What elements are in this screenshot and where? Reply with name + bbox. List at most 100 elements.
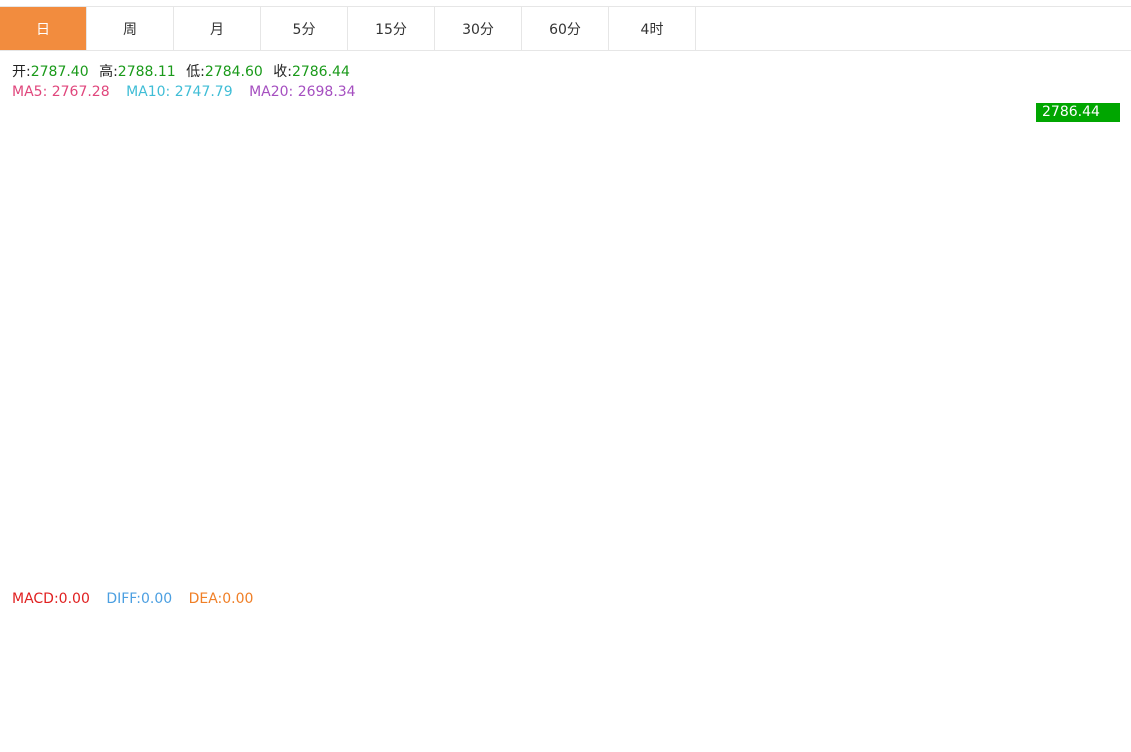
candle-body (132, 458, 144, 479)
candle (87, 490, 99, 510)
tab-5[interactable]: 30分 (435, 7, 522, 50)
candle-body (597, 235, 609, 253)
tab-2[interactable]: 月 (174, 7, 261, 50)
candle (717, 256, 729, 308)
candle-body (147, 468, 159, 479)
candle (237, 402, 249, 441)
diff-line (2, 641, 979, 738)
candle-body (327, 419, 339, 423)
diff-value: DIFF:0.00 (106, 591, 173, 607)
candle (567, 243, 579, 289)
macd-bar (882, 641, 894, 671)
open-value: 2787.40 (30, 64, 89, 80)
candle-body (372, 403, 384, 428)
dea-line (2, 641, 978, 730)
y-tick-label: 2638.60 (1043, 265, 1101, 281)
macd-bar (777, 641, 789, 686)
candle-body (522, 328, 534, 360)
macd-info: MACD:0.00 DIFF:0.00 DEA:0.00 (12, 591, 259, 607)
tab-3[interactable]: 5分 (261, 7, 348, 50)
candle (42, 511, 54, 550)
candle-body (177, 412, 189, 418)
macd-bar (807, 641, 819, 678)
candle-body (237, 408, 249, 440)
macd-bar (12, 641, 24, 648)
candle-body (882, 153, 894, 190)
tab-6[interactable]: 60分 (522, 7, 609, 50)
y-tick-label: 2534.45 (1043, 378, 1101, 394)
macd-bar (312, 641, 324, 647)
tab-4[interactable]: 15分 (348, 7, 435, 50)
macd-bar (447, 641, 459, 658)
macd-bar (387, 641, 399, 673)
ma10-value: MA10: 2747.79 (126, 84, 233, 100)
y-tick-label: 2360.86 (1043, 565, 1101, 581)
candle-body (582, 251, 594, 254)
tab-0[interactable]: 日 (0, 7, 87, 50)
candle (462, 328, 474, 361)
candle-body (162, 413, 174, 470)
candle (927, 156, 939, 179)
candle-body (507, 347, 519, 359)
candle-body (0, 476, 9, 482)
macd-bar (627, 633, 639, 642)
macd-bar (237, 618, 249, 642)
macd-y-tick-label: -28.72 (1039, 690, 1084, 706)
macd-bar (837, 641, 849, 666)
candle (477, 325, 489, 340)
candle (327, 414, 339, 432)
candle-body (312, 398, 324, 420)
macd-bar (57, 641, 69, 663)
candle (282, 390, 294, 429)
candle-body (87, 496, 99, 502)
macd-bar (942, 641, 954, 646)
macd-bar (957, 641, 969, 643)
macd-bar (417, 641, 429, 672)
candle-body (762, 251, 774, 283)
candle-body (402, 415, 414, 426)
tab-1[interactable]: 周 (87, 7, 174, 50)
ma5-line (2, 132, 979, 523)
candle (747, 280, 759, 311)
candle-body (207, 406, 219, 410)
tab-7[interactable]: 4时 (609, 7, 696, 50)
macd-bar (192, 617, 204, 642)
candle (957, 108, 969, 129)
candle (687, 237, 699, 279)
macd-bar (222, 623, 234, 642)
macd-bar (177, 618, 189, 642)
macd-bar (657, 639, 669, 642)
candle-body (777, 253, 789, 262)
y-tick-label: 2708.03 (1043, 190, 1101, 206)
candle (597, 221, 609, 254)
candle (642, 235, 654, 280)
ma20-value: MA20: 2698.34 (249, 84, 356, 100)
open-label: 开: (12, 64, 31, 80)
y-tick-label: 2777.46 (1043, 123, 1101, 139)
candle-body (492, 332, 504, 348)
ma5-value: MA5: 2767.28 (12, 84, 110, 100)
candle-body (12, 480, 24, 487)
macd-bar (252, 619, 264, 642)
y-tick-label: 2569.16 (1043, 340, 1101, 356)
candle-body (387, 403, 399, 426)
candle-body (657, 246, 669, 252)
candle-body (702, 259, 714, 269)
macd-bar (162, 617, 174, 642)
candle (867, 152, 879, 188)
macd-y-tick-label: 10.04 (1039, 615, 1079, 631)
candle (312, 392, 324, 429)
candle (882, 142, 894, 197)
macd-bar (357, 641, 369, 663)
macd-bar (282, 632, 294, 642)
macd-bar (267, 623, 279, 642)
candle (102, 450, 114, 502)
candle-body (537, 289, 549, 329)
macd-bar (642, 631, 654, 642)
macd-bar (462, 641, 474, 657)
macd-y-tick-label: -48.09 (1039, 728, 1084, 744)
candle (777, 241, 789, 266)
macd-bar (762, 641, 774, 683)
candle-body (267, 395, 279, 404)
